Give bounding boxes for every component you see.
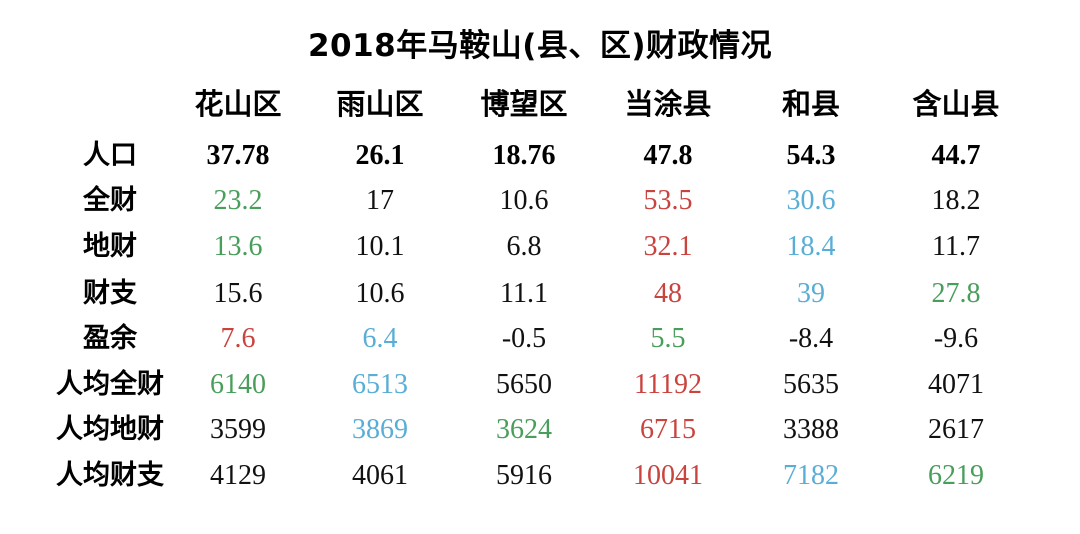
- table-cell: 6715: [640, 414, 696, 445]
- row-label-population: 人口: [83, 140, 137, 171]
- table-cell: 6.4: [362, 323, 398, 354]
- row-label-total-revenue: 全财: [83, 185, 137, 216]
- table-cell: 4071: [928, 369, 984, 400]
- table-cell: 4129: [210, 460, 266, 491]
- column-header-hanshan: 含山县: [912, 87, 1000, 121]
- table-cell: 5650: [496, 369, 552, 400]
- column-header-yushan: 雨山区: [336, 87, 424, 121]
- table-cell: 37.78: [206, 140, 270, 171]
- table-cell: 32.1: [643, 231, 693, 262]
- table-cell: 10.1: [355, 231, 405, 262]
- table-cell: 54.3: [786, 140, 836, 171]
- table-cell: 18.76: [492, 140, 556, 171]
- table-cell: 48: [654, 278, 682, 309]
- table-cell: 11.7: [932, 231, 980, 262]
- table-cell: 3624: [496, 414, 552, 445]
- table-cell: 18.4: [786, 231, 836, 262]
- row-label-expenditure: 财支: [83, 278, 137, 309]
- column-header-bowang: 博望区: [480, 87, 568, 121]
- table-cell: -8.4: [788, 323, 834, 354]
- column-header-dangtu: 当涂县: [624, 87, 712, 121]
- table-cell: 13.6: [213, 231, 263, 262]
- row-label-local-revenue: 地财: [83, 231, 137, 262]
- table-cell: 10041: [633, 460, 703, 491]
- column-header-hexian: 和县: [781, 87, 840, 121]
- row-label-surplus: 盈余: [83, 323, 137, 354]
- table-cell: 26.1: [355, 140, 405, 171]
- table-cell: 4061: [352, 460, 408, 491]
- table-cell: 3388: [783, 414, 839, 445]
- table-cell: 44.7: [931, 140, 981, 171]
- table-cell: 11192: [634, 369, 702, 400]
- table-cell: 39: [797, 278, 825, 309]
- table-cell: 6513: [352, 369, 408, 400]
- table-cell: 2617: [928, 414, 984, 445]
- table-cell: 53.5: [643, 185, 693, 216]
- table-cell: 10.6: [499, 185, 549, 216]
- table-cell: 3599: [210, 414, 266, 445]
- table-cell: 7182: [783, 460, 839, 491]
- table-cell: 18.2: [931, 185, 981, 216]
- table-cell: 27.8: [931, 278, 981, 309]
- table-cell: -0.5: [501, 323, 547, 354]
- table-cell: 11.1: [500, 278, 548, 309]
- table-cell: 6.8: [506, 231, 542, 262]
- table-cell: 6219: [928, 460, 984, 491]
- table-cell: 5.5: [650, 323, 686, 354]
- table-cell: 17: [366, 185, 394, 216]
- table-cell: 3869: [352, 414, 408, 445]
- table-cell: 47.8: [643, 140, 693, 171]
- row-label-per-capita-local-revenue: 人均地财: [56, 414, 164, 445]
- table-cell: 5916: [496, 460, 552, 491]
- column-header-huashan: 花山区: [194, 87, 282, 121]
- table-cell: 15.6: [213, 278, 263, 309]
- row-label-per-capita-expenditure: 人均财支: [56, 460, 164, 491]
- table-cell: 5635: [783, 369, 839, 400]
- table-cell: 6140: [210, 369, 266, 400]
- table-cell: 10.6: [355, 278, 405, 309]
- table-cell: 7.6: [220, 323, 256, 354]
- table-cell: 23.2: [213, 185, 263, 216]
- page-title: 2018年马鞍山(县、区)财政情况: [307, 28, 773, 64]
- table-cell: -9.6: [933, 323, 979, 354]
- table-cell: 30.6: [786, 185, 836, 216]
- row-label-per-capita-total-revenue: 人均全财: [56, 369, 164, 400]
